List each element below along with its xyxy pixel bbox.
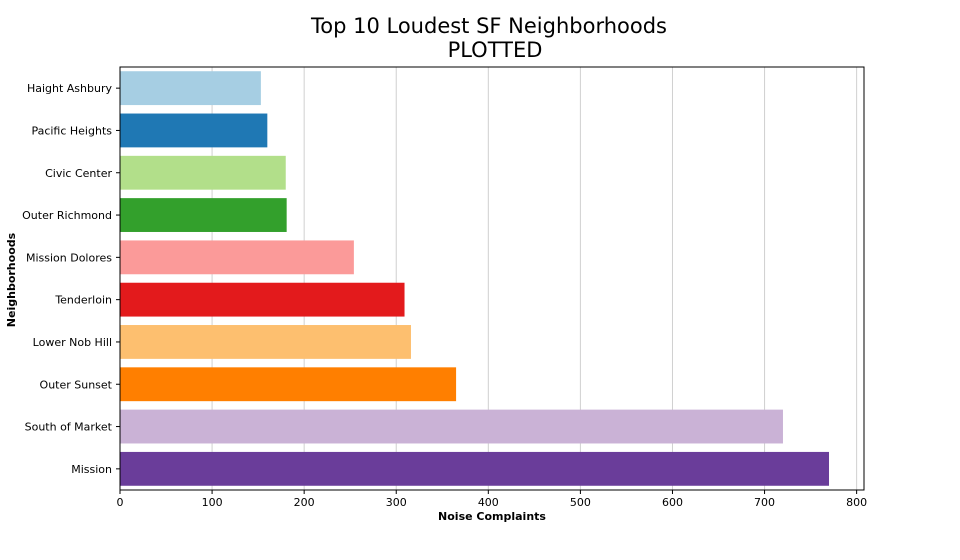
chart-subtitle: PLOTTED [448, 38, 543, 62]
x-tick-label: 0 [117, 496, 124, 509]
y-tick-label: Civic Center [45, 167, 112, 180]
y-tick-label: Haight Ashbury [27, 82, 113, 95]
y-axis-label: Neighborhoods [5, 232, 18, 327]
x-tick-label: 100 [202, 496, 223, 509]
y-tick-label: Outer Sunset [40, 378, 113, 391]
bar [120, 325, 411, 359]
x-tick-label: 300 [386, 496, 407, 509]
bar [120, 451, 830, 486]
plot-frame [119, 66, 865, 491]
x-axis-label: Noise Complaints [438, 510, 546, 523]
y-axis-ticks: Haight Ashbury Pacific Heights Civic Cente… [22, 82, 120, 476]
grid-lines [211, 67, 858, 490]
x-axis-ticks: 0 100 200 300 400 500 600 700 800 [117, 490, 867, 509]
y-tick-label: Tenderloin [54, 294, 112, 307]
bar [120, 409, 783, 444]
bar [120, 71, 261, 106]
x-tick-label: 700 [754, 496, 775, 509]
x-tick-label: 400 [478, 496, 499, 509]
bar [120, 198, 287, 232]
y-tick-label: Mission Dolores [26, 251, 112, 264]
y-tick-label: Pacific Heights [31, 124, 112, 137]
y-tick-label: Lower Nob Hill [33, 336, 112, 349]
y-tick-label: Mission [71, 463, 112, 476]
bar [120, 113, 268, 148]
chart-title: Top 10 Loudest SF Neighborhoods [310, 14, 667, 38]
x-tick-label: 600 [662, 496, 683, 509]
bars [120, 71, 830, 486]
bar [120, 367, 457, 402]
x-tick-label: 200 [294, 496, 315, 509]
x-tick-label: 500 [570, 496, 591, 509]
y-tick-label: South of Market [25, 421, 113, 434]
bar [120, 155, 286, 190]
x-tick-label: 800 [846, 496, 867, 509]
bar [120, 282, 405, 317]
bar [120, 240, 354, 275]
y-tick-label: Outer Richmond [22, 209, 112, 222]
